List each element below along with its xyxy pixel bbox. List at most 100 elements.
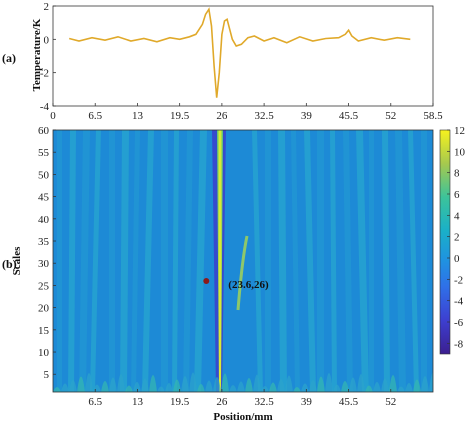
panel-b-yticks: 5 10 15 20 25 30 35 40 45 50 55 60 [38,125,56,381]
colorbar-tick-label: -6 [454,317,464,329]
heatmap-fringe-lobe [85,373,93,392]
heatmap-fringe-lobe [405,383,413,392]
heatmap-fringe-lobe [149,375,157,392]
heatmap-stripe [395,130,406,392]
heatmap-stripe [382,130,390,392]
panel-b-xlabel: Position/mm [213,411,272,423]
colorbar-tick-label: -2 [454,274,463,286]
panel-b-ytick-label: 55 [38,147,50,159]
heatmap-stripe [265,130,271,392]
panel-a-ytick-label: -2 [40,68,49,80]
heatmap-fringe-lobe [165,383,173,392]
panel-a-xtick-label: 19.5 [170,110,190,122]
heatmap-low-scale-fringe [53,372,433,392]
heatmap-stripe [330,130,337,392]
colorbar-tick-label: 4 [454,210,460,222]
heatmap-stripe [356,130,369,392]
heatmap-stripe [172,130,179,392]
colorbar-tick-label: 0 [454,253,460,265]
colorbar [439,129,451,355]
heatmap-fringe-lobe [213,377,221,392]
heatmap-fringe-lobe [53,387,61,392]
panel-a-frame [52,5,434,107]
panel-a-xtick-label: 6.5 [88,110,102,122]
panel-b-ytick-label: 35 [38,236,50,248]
heatmap-fringe-lobe [277,379,285,392]
panel-b-ylabel: Scales [11,246,23,275]
heatmap-fringe-lobe [421,376,429,392]
heatmap-fringe-lobe [285,375,293,392]
heatmap-stripes [57,130,427,392]
heatmap-fringe-lobe [349,377,357,392]
colorbar-ticks: 12 10 8 6 4 2 0 -2 -4 -6 -8 [447,125,466,350]
heatmap-stripe [194,130,207,392]
heatmap-fringe-lobe [333,384,341,392]
panel-a-xtick-label: 26 [216,110,228,122]
heatmap-fringe-lobe [197,384,205,392]
heatmap-fringe-lobe [125,385,133,392]
panel-b-xtick-label: 6.5 [88,396,102,408]
heatmap-stripe [317,130,324,392]
heatmap-fringe-lobe [381,378,389,392]
panel-b-ytick-label: 10 [38,347,50,359]
heatmap-fringe-lobe [101,381,109,392]
heatmap-fringe-lobe [341,381,349,392]
heatmap-fringe-lobe [261,386,269,392]
peak-marker-label: (23.6,26) [228,279,269,291]
heatmap-fringe-lobe [173,379,181,392]
heatmap-fringe-lobe [389,375,397,392]
panel-b-xtick-label: 19.5 [170,396,190,408]
heatmap-fringe-lobe [365,385,373,392]
panel-a-ylabel: Temperature/K [31,18,43,91]
heatmap-side-band [236,235,249,311]
heatmap-fringe-lobe [293,387,301,392]
colorbar-tick-label: 2 [454,232,460,244]
colorbar-tick-label: 12 [454,125,465,137]
heatmap-fringe-lobe [181,376,189,392]
heatmap-stripe [109,130,115,392]
panel-b-ytick-label: 60 [38,125,50,137]
heatmap-fringe-lobe [69,380,77,392]
heatmap-stripe [252,130,263,392]
heatmap-positive-cone [217,130,223,392]
colorbar-tick-label: 8 [454,168,460,180]
heatmap-fringe-lobe [237,381,245,392]
heatmap-stripe [68,130,76,392]
panel-b-ytick-label: 20 [38,303,50,315]
panel-b-xtick-label: 13 [132,396,144,408]
heatmap-stripe [131,130,140,392]
heatmap-fringe-lobe [429,372,433,392]
heatmap-stripe [421,130,427,392]
temperature-line [69,7,411,98]
panel-b-xtick-label: 26 [216,396,228,408]
heatmap-stripe [369,130,374,392]
heatmap-fringe-lobe [109,377,117,392]
panel-b-frame [52,129,434,393]
heatmap-stripe [90,130,101,392]
panel-b-ytick-label: 15 [38,325,50,337]
heatmap-fringe-lobe [317,376,325,392]
colorbar-tick-label: 10 [454,146,466,158]
heatmap-fringe-lobe [133,382,141,392]
panel-b-ytick-label: 40 [38,214,50,226]
heatmap-stripe [343,130,353,392]
heatmap-field [53,130,433,392]
panel-a-label: (a) [2,51,16,65]
heatmap-fringe-lobe [397,386,405,392]
heatmap-fringe-lobe [77,376,85,392]
heatmap-fringe-lobe [221,373,229,392]
heatmap-fringe-lobe [205,380,213,392]
panel-b-xtick-label: 45.5 [339,396,359,408]
heatmap-stripe [142,130,154,392]
panel-a-xtick-label: 13 [132,110,144,122]
heatmap-fringe-lobe [141,378,149,392]
heatmap-fringe-lobe [269,382,277,392]
panel-a-xticks: 0 6.5 13 19.5 26 32.5 39 45.5 52 58.5 [50,103,443,122]
heatmap-fringe-lobe [413,379,421,392]
panel-a-ytick-label: -4 [40,101,50,113]
panel-b-ytick-label: 5 [44,369,50,381]
panel-a-xtick-label: 52 [385,110,396,122]
heatmap-stripe [120,130,129,392]
heatmap-fringe-lobe [309,380,317,392]
